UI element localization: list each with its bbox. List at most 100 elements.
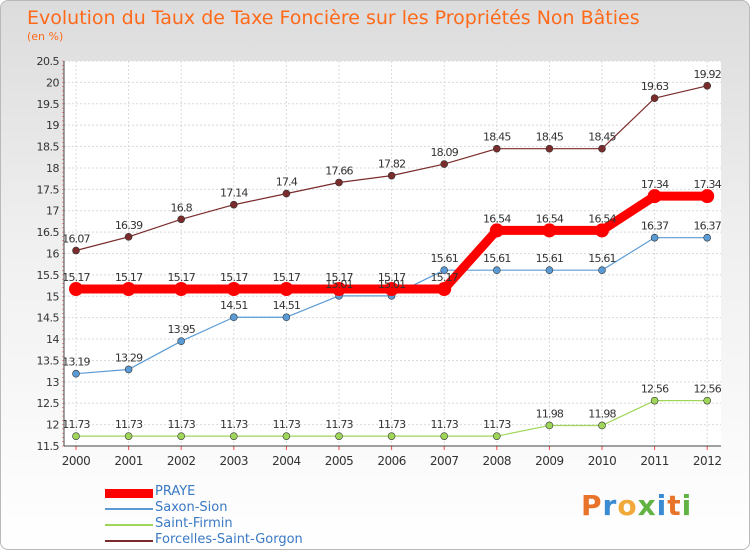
data-label: 11.73 — [430, 418, 458, 431]
data-point — [177, 337, 185, 345]
data-point — [230, 313, 238, 322]
data-label: 11.73 — [167, 418, 195, 431]
data-point — [124, 432, 133, 440]
data-point — [440, 160, 449, 168]
data-label: 11.73 — [273, 418, 301, 431]
x-tick-label: 2007 — [430, 454, 459, 468]
logo-letter: i — [656, 489, 668, 522]
data-point — [545, 144, 554, 153]
data-label: 17.14 — [220, 187, 248, 200]
data-label: 16.37 — [641, 220, 669, 233]
legend-swatch — [105, 489, 153, 498]
data-point — [647, 189, 662, 204]
data-point — [230, 432, 238, 440]
y-tick-label: 18 — [46, 162, 59, 175]
data-point — [545, 421, 554, 430]
data-label: 18.09 — [430, 146, 458, 159]
data-label: 11.98 — [588, 407, 616, 420]
y-tick-label: 13 — [46, 376, 59, 389]
data-label: 15.17 — [220, 271, 248, 284]
y-tick-label: 20 — [46, 76, 59, 89]
x-tick-label: 2010 — [588, 454, 617, 468]
data-label: 15.17 — [115, 271, 143, 284]
data-point — [72, 246, 80, 255]
data-point — [335, 432, 343, 440]
data-label: 18.45 — [536, 131, 564, 144]
data-label: 14.51 — [273, 299, 301, 312]
proxiti-logo: Proxiti — [581, 489, 692, 522]
data-point — [598, 421, 606, 430]
legend-label: Forcelles-Saint-Gorgon — [155, 532, 303, 547]
data-label: 16.54 — [536, 212, 564, 225]
data-label: 11.73 — [378, 418, 406, 431]
logo-letter: r — [602, 489, 618, 522]
data-point — [279, 282, 294, 297]
x-tick-label: 2004 — [272, 454, 301, 468]
y-tick-label: 14 — [46, 333, 59, 346]
data-point — [226, 282, 241, 297]
data-label: 15.17 — [325, 271, 353, 284]
data-point — [598, 144, 606, 153]
y-tick-label: 16.5 — [37, 226, 60, 239]
data-label: 15.17 — [167, 271, 195, 284]
logo-letter: i — [681, 489, 693, 522]
data-point — [703, 233, 712, 242]
data-point — [384, 282, 399, 297]
data-label: 16.8 — [171, 201, 193, 214]
legend-swatch — [105, 508, 153, 510]
data-point — [492, 266, 501, 274]
data-label: 16.54 — [483, 212, 511, 225]
x-tick-label: 2002 — [167, 454, 196, 468]
data-label: 16.54 — [588, 212, 616, 225]
data-label: 17.82 — [378, 158, 406, 171]
data-label: 11.73 — [483, 418, 511, 431]
data-label: 13.19 — [62, 356, 90, 369]
y-unit-label: (en %) — [27, 30, 64, 43]
data-point — [700, 189, 715, 204]
x-tick-label: 2011 — [640, 454, 669, 468]
y-tick-label: 16 — [46, 248, 59, 261]
y-tick-label: 17 — [46, 205, 59, 218]
data-label: 13.95 — [167, 323, 195, 336]
data-label: 15.17 — [430, 271, 458, 284]
data-point — [177, 215, 185, 224]
x-tick-label: 2003 — [220, 454, 249, 468]
data-point — [174, 282, 189, 297]
y-tick-label: 18.5 — [37, 141, 60, 154]
data-label: 12.56 — [641, 383, 669, 396]
data-label: 16.37 — [693, 220, 721, 233]
x-tick-label: 2005 — [325, 454, 354, 468]
data-point — [124, 365, 133, 374]
data-point — [703, 396, 712, 405]
data-label: 17.34 — [641, 178, 669, 191]
y-tick-label: 14.5 — [37, 312, 60, 325]
data-label: 17.66 — [325, 164, 353, 177]
y-tick-label: 15.5 — [37, 269, 60, 282]
legend-label: PRAYE — [155, 484, 196, 499]
chart-title: Evolution du Taux de Taxe Foncière sur l… — [27, 7, 640, 29]
data-point — [124, 233, 133, 241]
x-tick-label: 2006 — [377, 454, 406, 468]
data-label: 15.61 — [536, 252, 564, 265]
y-tick-label: 19 — [46, 119, 59, 132]
x-tick-label: 2008 — [483, 454, 512, 468]
data-label: 13.29 — [115, 351, 143, 364]
x-tick-label: 2009 — [535, 454, 564, 468]
data-point — [650, 233, 659, 242]
data-point — [492, 432, 501, 440]
data-label: 15.17 — [273, 271, 301, 284]
data-label: 14.51 — [220, 299, 248, 312]
data-label: 17.4 — [276, 176, 298, 189]
data-point — [545, 266, 554, 274]
data-point — [69, 282, 83, 297]
logo-letter: x — [637, 489, 657, 522]
data-label: 19.92 — [693, 68, 721, 81]
y-tick-label: 11.5 — [37, 440, 60, 453]
data-label: 15.01 — [325, 278, 353, 291]
data-point — [72, 369, 80, 378]
data-point — [489, 223, 504, 238]
data-point — [335, 178, 343, 187]
data-label: 18.45 — [588, 131, 616, 144]
legend-swatch — [105, 540, 153, 542]
